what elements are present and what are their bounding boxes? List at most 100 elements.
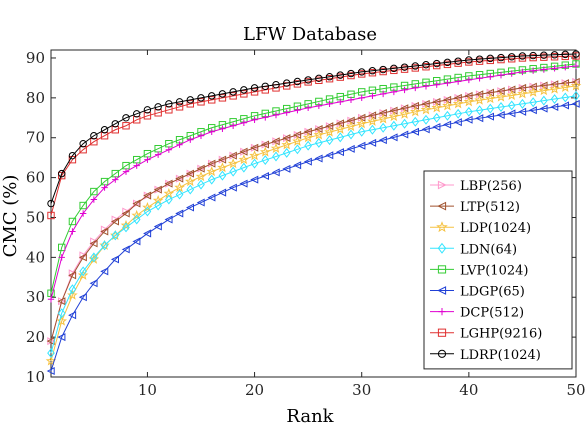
data-point <box>336 132 345 143</box>
data-point <box>443 110 452 121</box>
data-point <box>260 140 269 149</box>
data-point <box>228 151 237 160</box>
data-point <box>377 113 389 124</box>
data-point <box>303 157 312 166</box>
data-point <box>281 139 293 150</box>
data-point <box>57 308 66 319</box>
data-point <box>175 209 184 218</box>
plot-area <box>50 49 577 378</box>
data-point <box>293 161 302 170</box>
data-point <box>529 53 537 62</box>
data-point <box>561 52 569 61</box>
data-point <box>315 102 323 110</box>
data-point <box>390 64 398 73</box>
data-point <box>109 229 121 240</box>
data-point <box>572 90 580 101</box>
data-point <box>67 289 78 300</box>
data-point <box>143 106 152 114</box>
data-point <box>133 162 140 169</box>
data-point <box>475 55 484 63</box>
data-point <box>69 228 76 235</box>
data-point <box>250 158 259 169</box>
data-point <box>164 215 173 224</box>
legend-label: LTP(512) <box>460 200 520 215</box>
data-point <box>100 227 109 236</box>
data-point <box>175 103 184 111</box>
data-point <box>218 94 227 102</box>
data-point <box>486 56 494 65</box>
data-point <box>528 106 537 115</box>
data-point <box>454 59 462 67</box>
data-point <box>432 112 441 123</box>
y-tick-label: 90 <box>26 49 45 67</box>
data-point <box>68 151 77 160</box>
data-point <box>208 96 216 104</box>
data-point <box>208 92 216 100</box>
data-point <box>261 82 269 90</box>
series-line <box>50 55 577 216</box>
y-axis-label: CMC (%) <box>0 175 21 258</box>
data-point <box>218 90 227 98</box>
legend-item: LDGP(65) <box>430 285 525 300</box>
data-point <box>433 61 441 70</box>
data-point <box>519 68 526 76</box>
legend-label: LDN(64) <box>460 242 517 257</box>
data-point <box>438 308 446 316</box>
data-point <box>368 67 377 75</box>
data-point <box>497 71 505 79</box>
data-point <box>143 191 152 200</box>
data-point <box>422 114 430 125</box>
data-point <box>540 53 548 61</box>
data-point <box>367 115 378 126</box>
data-point <box>165 146 173 153</box>
data-point <box>89 239 98 248</box>
data-point <box>411 62 419 70</box>
data-point <box>111 120 119 128</box>
data-point <box>227 158 239 169</box>
data-point <box>175 98 184 106</box>
data-point <box>251 116 258 123</box>
data-point <box>229 166 237 177</box>
data-point <box>240 119 248 126</box>
data-point <box>196 198 205 207</box>
data-point <box>400 65 409 73</box>
data-point <box>475 105 484 116</box>
legend-item: LDP(1024) <box>430 221 531 236</box>
data-point <box>506 89 518 100</box>
legend-label: LBP(256) <box>460 179 522 194</box>
data-point <box>122 222 130 233</box>
data-point <box>550 103 559 112</box>
x-axis-ticks: 10 20 30 40 50 <box>138 50 586 399</box>
data-point <box>47 211 55 220</box>
data-point <box>197 94 205 102</box>
data-point <box>186 96 194 104</box>
data-point <box>90 196 98 203</box>
data-point <box>409 106 421 117</box>
data-point <box>432 122 441 131</box>
series-ldrp-1024 <box>47 50 580 208</box>
data-point <box>549 83 560 94</box>
y-tick-label: 20 <box>26 328 45 346</box>
data-point <box>165 100 173 108</box>
data-point <box>293 77 302 86</box>
data-point <box>132 237 141 246</box>
data-point <box>142 201 153 213</box>
data-point <box>240 86 248 94</box>
data-point <box>345 120 357 132</box>
data-point <box>207 174 216 185</box>
data-point <box>78 253 87 262</box>
data-point <box>58 171 66 180</box>
data-point <box>282 147 291 158</box>
data-point <box>197 132 205 139</box>
data-point <box>100 240 109 251</box>
data-point <box>99 239 110 250</box>
data-point <box>379 90 387 98</box>
data-point <box>518 107 527 116</box>
data-point <box>68 271 77 280</box>
data-point <box>90 252 98 263</box>
data-point <box>121 245 130 254</box>
data-point <box>271 168 280 177</box>
data-point <box>78 293 87 302</box>
data-point <box>550 53 559 61</box>
data-point <box>454 57 462 65</box>
